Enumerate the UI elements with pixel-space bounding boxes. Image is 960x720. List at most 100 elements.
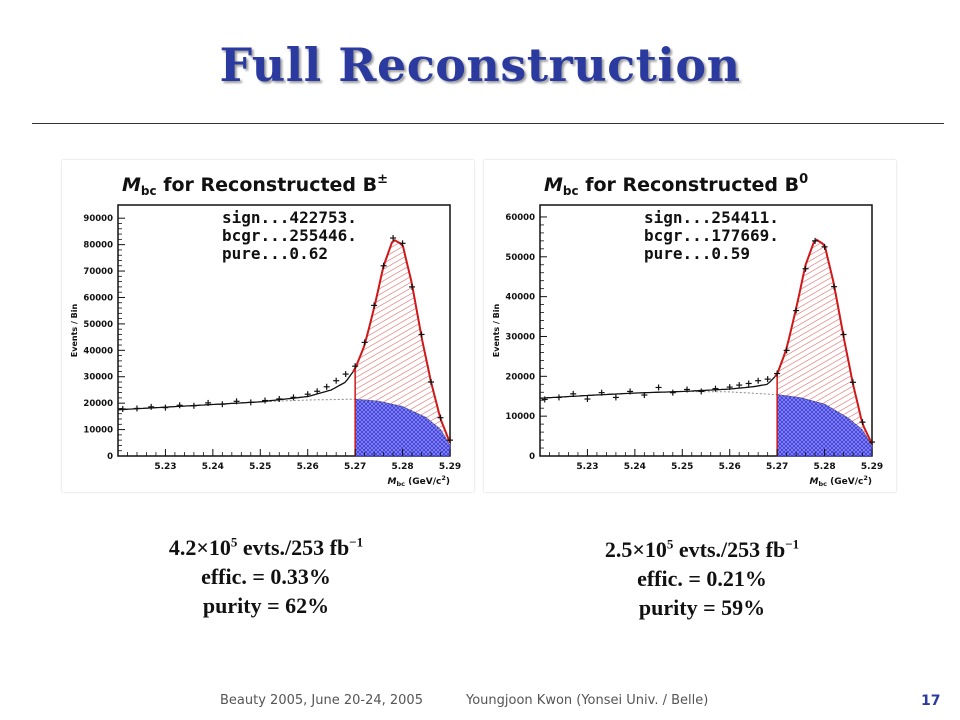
y-tick-label: 60000 bbox=[83, 293, 113, 303]
y-tick-label: 80000 bbox=[83, 241, 113, 251]
x-axis-label-unit: (GeV/c bbox=[827, 477, 863, 487]
chart-title: Mbc for Reconstructed B0 bbox=[544, 172, 808, 198]
data-point bbox=[380, 262, 387, 269]
data-point bbox=[641, 392, 648, 399]
y-tick-label: 20000 bbox=[83, 399, 113, 409]
data-point bbox=[262, 397, 269, 404]
data-point bbox=[698, 388, 705, 395]
data-point bbox=[541, 396, 548, 403]
chart-panel-neutral: Mbc for Reconstructed B0 0 10000 20000 30000… bbox=[484, 160, 896, 492]
data-point bbox=[802, 265, 809, 272]
data-point bbox=[764, 376, 771, 383]
mbc-chart-neutral: Mbc for Reconstructed B00100002000030000… bbox=[492, 172, 883, 488]
data-point bbox=[745, 380, 752, 387]
chart-title-sup: 0 bbox=[799, 172, 808, 187]
x-axis-label-close: ) bbox=[446, 477, 450, 487]
data-point bbox=[276, 395, 283, 402]
x-tick-label: 5.26 bbox=[719, 462, 741, 472]
purity-line: purity = 62% bbox=[202, 593, 330, 618]
y-tick-label: 50000 bbox=[83, 320, 113, 330]
x-tick-label: 5.24 bbox=[624, 462, 646, 472]
y-tick-label: 60000 bbox=[505, 213, 535, 223]
yield-unit: evts./253 fb bbox=[237, 535, 350, 560]
y-tick-label: 0 bbox=[529, 452, 535, 462]
yield-line: 4.2×105 evts./253 fb−1 bbox=[116, 533, 416, 562]
efficiency-line: effic. = 0.21% bbox=[637, 566, 767, 591]
yield-line: 2.5×105 evts./253 fb−1 bbox=[552, 535, 852, 564]
data-point bbox=[333, 377, 340, 384]
data-point bbox=[371, 302, 378, 309]
data-point bbox=[570, 390, 577, 397]
data-point bbox=[148, 403, 155, 410]
data-point bbox=[684, 386, 691, 393]
data-point bbox=[850, 379, 857, 386]
data-point bbox=[821, 243, 828, 250]
data-point bbox=[219, 401, 226, 408]
yield-unit: evts./253 fb bbox=[673, 537, 786, 562]
x-tick-label: 5.27 bbox=[766, 462, 788, 472]
x-axis-label: Mbc (GeV/c2) bbox=[810, 474, 872, 488]
data-point bbox=[812, 237, 819, 244]
stats-neutral: 2.5×105 evts./253 fb−1 effic. = 0.21% pu… bbox=[552, 535, 852, 622]
x-tick-label: 5.26 bbox=[297, 462, 319, 472]
data-point bbox=[726, 384, 733, 391]
data-point bbox=[783, 347, 790, 354]
data-point bbox=[409, 283, 416, 290]
y-tick-label: 40000 bbox=[83, 346, 113, 356]
yield-exp: 5 bbox=[230, 534, 238, 550]
x-tick-label: 5.28 bbox=[813, 462, 835, 472]
data-point bbox=[428, 379, 435, 386]
x-tick-label: 5.25 bbox=[671, 462, 693, 472]
fit-annotation: sign...422753. bbox=[222, 208, 357, 227]
data-point bbox=[793, 307, 800, 314]
yield-base: 2.5×10 bbox=[604, 537, 667, 562]
data-point bbox=[352, 363, 359, 370]
efficiency-line: effic. = 0.33% bbox=[201, 564, 331, 589]
data-point bbox=[612, 394, 619, 401]
data-point bbox=[447, 437, 453, 444]
x-axis-label-sub: bc bbox=[397, 480, 406, 488]
data-point bbox=[390, 235, 397, 242]
y-tick-label: 50000 bbox=[505, 253, 535, 263]
x-tick-label: 5.27 bbox=[344, 462, 366, 472]
data-point bbox=[831, 283, 838, 290]
data-point bbox=[437, 414, 444, 421]
y-tick-label: 30000 bbox=[83, 373, 113, 383]
yield-base: 4.2×10 bbox=[168, 535, 231, 560]
fit-annotation: bcgr...177669. bbox=[644, 226, 779, 245]
x-axis-label: Mbc (GeV/c2) bbox=[388, 474, 450, 488]
fit-annotation: sign...254411. bbox=[644, 208, 779, 227]
page-number: 17 bbox=[921, 693, 941, 709]
x-axis-label-unit-sup: 2 bbox=[863, 474, 868, 482]
x-tick-label: 5.29 bbox=[439, 462, 461, 472]
data-point bbox=[598, 389, 605, 396]
background-curve bbox=[539, 391, 873, 447]
x-axis-label-main: M bbox=[810, 477, 819, 487]
chart-title-main: M bbox=[122, 174, 141, 196]
purity-line: purity = 59% bbox=[638, 595, 766, 620]
y-tick-label: 90000 bbox=[83, 214, 113, 224]
data-point bbox=[233, 398, 240, 405]
slide-title: Full Reconstruction bbox=[219, 38, 741, 92]
data-point bbox=[555, 394, 562, 401]
data-point bbox=[869, 439, 875, 446]
x-axis-label-close: ) bbox=[868, 477, 872, 487]
fit-curve-signal bbox=[352, 238, 451, 444]
data-point bbox=[342, 371, 349, 378]
data-point bbox=[584, 396, 591, 403]
lumi-exp: −1 bbox=[785, 536, 800, 552]
stats-charged: 4.2×105 evts./253 fb−1 effic. = 0.33% pu… bbox=[116, 533, 416, 620]
y-axis-label: Events / Bin bbox=[70, 303, 79, 357]
x-tick-label: 5.24 bbox=[202, 462, 224, 472]
chart-title: Mbc for Reconstructed B± bbox=[122, 172, 388, 198]
data-point bbox=[314, 388, 321, 395]
y-tick-label: 30000 bbox=[505, 332, 535, 342]
fit-annotation: bcgr...255446. bbox=[222, 226, 357, 245]
data-point bbox=[176, 402, 183, 409]
data-point bbox=[399, 240, 406, 247]
x-axis-label-unit-sup: 2 bbox=[441, 474, 446, 482]
title-divider bbox=[32, 123, 944, 124]
background-curve bbox=[117, 398, 451, 446]
mbc-chart-charged: Mbc for Reconstructed B±0100002000030000… bbox=[70, 172, 461, 488]
chart-title-main: M bbox=[544, 174, 563, 196]
